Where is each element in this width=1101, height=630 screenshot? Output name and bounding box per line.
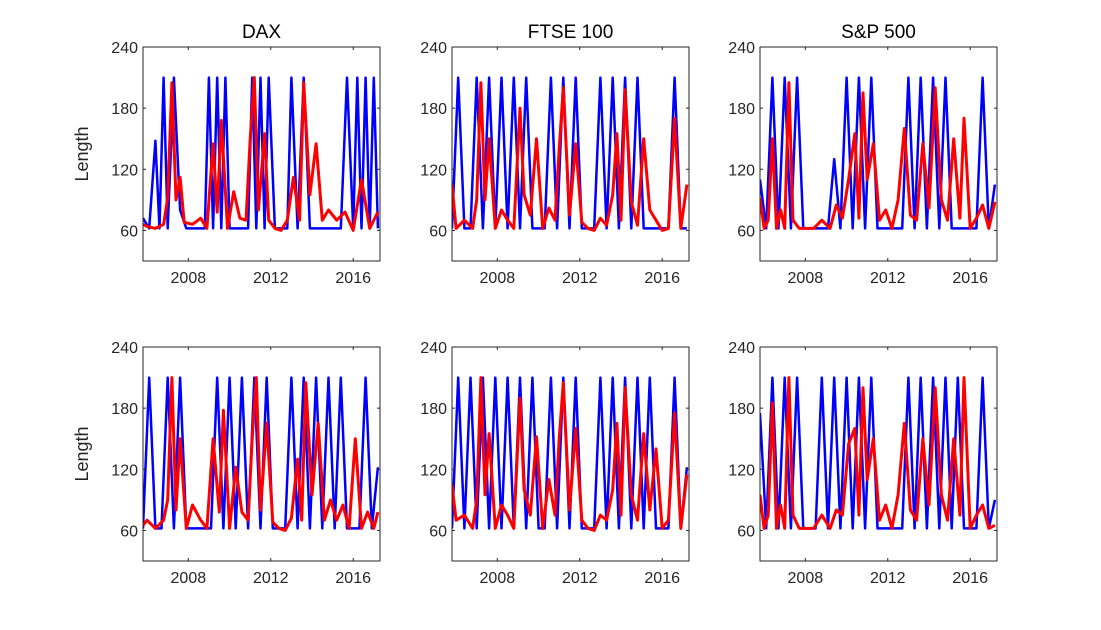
series-line-blue: [143, 376, 380, 530]
x-tick-label: 2012: [870, 570, 906, 587]
x-tick-label: 2008: [480, 570, 516, 587]
y-tick-label: 120: [728, 162, 755, 179]
x-tick-label: 2008: [788, 270, 824, 287]
y-tick-label: 240: [728, 340, 755, 357]
x-tick-label: 2008: [480, 270, 516, 287]
x-tick-label: 2008: [788, 570, 824, 587]
x-tick-label: 2016: [644, 570, 680, 587]
panel-dax-top: 60 120 180 240 2008 2012 2016 DAX Length: [72, 22, 381, 287]
axes-border: [451, 46, 690, 262]
series-line-blue: [760, 376, 997, 530]
x-tick-label: 2008: [171, 570, 207, 587]
x-tick-label: 2016: [952, 570, 988, 587]
series-line-blue: [760, 76, 997, 230]
axes-border: [142, 346, 381, 562]
x-tick-label: 2012: [253, 570, 289, 587]
axes-border: [759, 346, 998, 562]
series-line-blue: [452, 76, 687, 230]
x-tick-label: 2016: [644, 270, 680, 287]
y-tick-label: 60: [737, 223, 755, 240]
panel-sp-top: 60 120 180 240 2008 2012 2016 S&P 500: [728, 22, 998, 287]
y-tick-label: 60: [429, 223, 447, 240]
y-tick-label: 240: [728, 40, 755, 57]
panel-title: S&P 500: [841, 22, 916, 43]
y-tick-label: 120: [420, 162, 447, 179]
x-tick-label: 2012: [870, 270, 906, 287]
axes-border: [451, 346, 690, 562]
y-tick-label: 60: [429, 523, 447, 540]
y-tick-label: 180: [111, 401, 138, 418]
panel-title: FTSE 100: [528, 22, 614, 43]
series-line-red: [143, 376, 380, 532]
x-tick-label: 2016: [335, 270, 371, 287]
y-tick-label: 180: [420, 101, 447, 118]
series-line-red: [452, 81, 689, 232]
y-tick-label: 60: [120, 523, 138, 540]
panel-ftse-bottom: 60 120 180 240 2008 2012 2016: [420, 340, 690, 587]
x-tick-label: 2016: [952, 270, 988, 287]
y-tick-label: 180: [728, 101, 755, 118]
y-tick-label: 240: [111, 340, 138, 357]
x-tick-label: 2016: [335, 570, 371, 587]
series-line-red: [143, 76, 380, 232]
y-tick-label: 60: [120, 223, 138, 240]
x-tick-label: 2008: [171, 270, 207, 287]
y-tick-label: 240: [420, 40, 447, 57]
y-tick-label: 60: [737, 523, 755, 540]
panel-ftse-top: 60 120 180 240 2008 2012 2016 FTSE 100: [420, 22, 690, 287]
series-line-red: [452, 376, 689, 532]
y-tick-label: 240: [111, 40, 138, 57]
panel-title: DAX: [242, 22, 281, 43]
y-tick-label: 120: [420, 462, 447, 479]
x-tick-label: 2012: [562, 570, 598, 587]
panel-sp-bottom: 60 120 180 240 2008 2012 2016: [728, 340, 998, 587]
y-tick-label: 180: [420, 401, 447, 418]
y-tick-label: 120: [728, 462, 755, 479]
y-tick-label: 120: [111, 162, 138, 179]
panel-dax-bottom: 60 120 180 240 2008 2012 2016 Length: [72, 340, 381, 587]
axes-border: [142, 46, 381, 262]
y-tick-label: 240: [420, 340, 447, 357]
axes-border: [759, 46, 998, 262]
x-tick-label: 2012: [562, 270, 598, 287]
x-tick-label: 2012: [253, 270, 289, 287]
y-axis-label: Length: [72, 126, 92, 181]
y-tick-label: 180: [728, 401, 755, 418]
series-line-red: [760, 81, 997, 230]
series-line-red: [760, 376, 996, 530]
y-tick-label: 180: [111, 101, 138, 118]
y-axis-label: Length: [72, 426, 92, 481]
y-tick-label: 120: [111, 462, 138, 479]
